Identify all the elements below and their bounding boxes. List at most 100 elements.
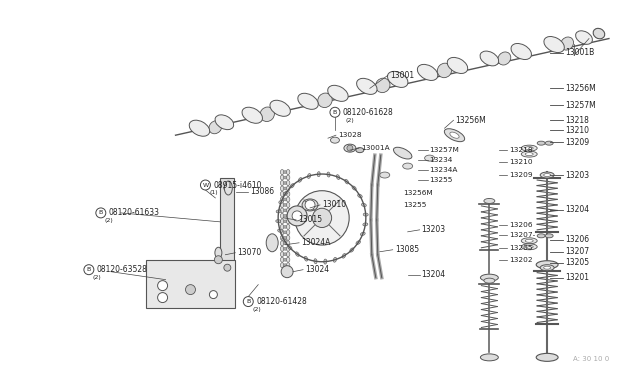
Text: B: B: [99, 211, 103, 215]
Circle shape: [305, 200, 315, 210]
Circle shape: [96, 208, 106, 218]
Text: B: B: [333, 110, 337, 115]
Text: 13234A: 13234A: [429, 167, 458, 173]
Ellipse shape: [356, 148, 364, 153]
Bar: [220, 178, 234, 278]
Circle shape: [284, 198, 287, 201]
Ellipse shape: [437, 63, 452, 78]
Ellipse shape: [296, 252, 299, 256]
Ellipse shape: [280, 170, 284, 174]
Ellipse shape: [364, 213, 368, 216]
Text: A: 30 10 0: A: 30 10 0: [573, 356, 609, 362]
Ellipse shape: [276, 219, 281, 223]
Ellipse shape: [215, 115, 234, 129]
Ellipse shape: [525, 147, 533, 150]
Ellipse shape: [327, 172, 330, 177]
Ellipse shape: [280, 263, 284, 268]
Ellipse shape: [484, 198, 495, 203]
Ellipse shape: [543, 266, 550, 269]
Ellipse shape: [266, 234, 278, 252]
Circle shape: [84, 265, 94, 275]
Text: 13209: 13209: [509, 172, 533, 178]
Text: 13024A: 13024A: [301, 238, 330, 247]
Ellipse shape: [286, 263, 290, 268]
Ellipse shape: [304, 256, 308, 261]
Ellipse shape: [525, 153, 533, 155]
Circle shape: [281, 266, 293, 278]
Text: 13203: 13203: [422, 225, 445, 234]
Text: 13218: 13218: [509, 147, 533, 153]
Text: 13015: 13015: [298, 215, 322, 224]
Text: 08120-63528: 08120-63528: [97, 265, 148, 274]
Ellipse shape: [575, 31, 593, 44]
Text: 13234: 13234: [429, 157, 453, 163]
Circle shape: [284, 258, 287, 261]
Text: 13204: 13204: [565, 205, 589, 214]
Ellipse shape: [286, 180, 290, 186]
Ellipse shape: [286, 241, 290, 246]
Text: 13001: 13001: [390, 71, 414, 80]
Text: 13257M: 13257M: [429, 147, 460, 153]
Circle shape: [224, 264, 231, 271]
Text: 13001A: 13001A: [361, 145, 390, 151]
Ellipse shape: [344, 144, 356, 152]
Ellipse shape: [280, 175, 284, 180]
Circle shape: [284, 253, 287, 256]
Circle shape: [330, 107, 340, 117]
Ellipse shape: [286, 192, 290, 196]
Ellipse shape: [288, 246, 292, 250]
Circle shape: [284, 247, 287, 250]
Ellipse shape: [215, 247, 222, 258]
Ellipse shape: [286, 170, 290, 174]
Ellipse shape: [333, 257, 337, 262]
Ellipse shape: [290, 184, 294, 188]
Text: 08915-i4610: 08915-i4610: [213, 180, 262, 189]
Ellipse shape: [521, 238, 537, 244]
Ellipse shape: [286, 208, 290, 213]
Ellipse shape: [286, 252, 290, 257]
Ellipse shape: [380, 172, 390, 178]
Ellipse shape: [481, 274, 499, 281]
Text: 13206: 13206: [565, 235, 589, 244]
Circle shape: [284, 182, 287, 185]
Ellipse shape: [521, 244, 537, 250]
Text: 13001B: 13001B: [565, 48, 595, 57]
Ellipse shape: [593, 28, 605, 39]
Text: 13210: 13210: [509, 159, 533, 165]
Ellipse shape: [280, 246, 284, 251]
Ellipse shape: [280, 197, 284, 202]
Circle shape: [200, 180, 211, 190]
Ellipse shape: [444, 129, 465, 142]
Ellipse shape: [498, 52, 511, 65]
Bar: [146, 260, 236, 308]
Ellipse shape: [447, 57, 468, 74]
Text: 08120-61633: 08120-61633: [109, 208, 160, 217]
Text: 13210: 13210: [565, 126, 589, 135]
Ellipse shape: [543, 174, 550, 177]
Ellipse shape: [484, 278, 495, 283]
Circle shape: [284, 231, 287, 234]
Circle shape: [209, 291, 218, 299]
Text: 13070: 13070: [237, 248, 262, 257]
Ellipse shape: [280, 235, 284, 240]
Ellipse shape: [540, 265, 554, 271]
Ellipse shape: [356, 241, 360, 244]
Ellipse shape: [286, 246, 290, 251]
Ellipse shape: [286, 224, 290, 229]
Ellipse shape: [280, 180, 284, 186]
Ellipse shape: [521, 145, 537, 151]
Text: 13204: 13204: [422, 270, 445, 279]
Text: 13010: 13010: [322, 201, 346, 209]
Text: 13203: 13203: [565, 170, 589, 180]
Ellipse shape: [270, 100, 291, 116]
Text: 08120-61428: 08120-61428: [256, 297, 307, 306]
Ellipse shape: [363, 223, 368, 226]
Ellipse shape: [280, 230, 284, 235]
Circle shape: [284, 192, 287, 195]
Text: (1): (1): [209, 190, 218, 195]
Text: 13024: 13024: [305, 265, 329, 274]
Text: 13202: 13202: [509, 257, 533, 263]
Ellipse shape: [286, 175, 290, 180]
Text: 13206: 13206: [509, 222, 532, 228]
Ellipse shape: [317, 172, 320, 177]
